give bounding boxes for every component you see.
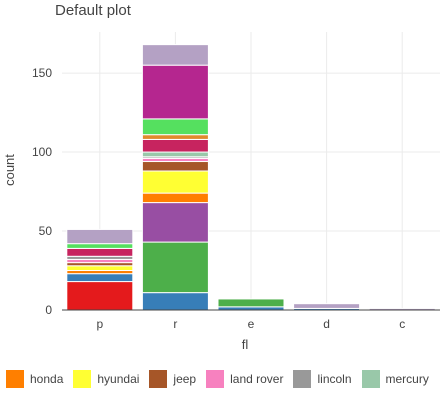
legend-label: mercury: [385, 372, 429, 386]
bar-segment-r-volkswagen[interactable]: [141, 44, 209, 66]
legend-label: jeep: [173, 372, 197, 386]
bar-segment-d-volkswagen[interactable]: [293, 303, 361, 309]
y-tick-label: 100: [32, 145, 52, 159]
bar-segment-p-audi[interactable]: [66, 281, 134, 311]
x-tick-label: c: [399, 317, 405, 331]
legend-item-land-rover[interactable]: land rover: [206, 364, 283, 394]
y-tick-label: 50: [39, 224, 53, 238]
bar-segment-r-subaru[interactable]: [141, 118, 209, 136]
legend-label: lincoln: [317, 372, 352, 386]
legend-item-lincoln[interactable]: lincoln: [293, 364, 352, 394]
legend-label: land rover: [230, 372, 284, 386]
bar-segment-r-toyota[interactable]: [141, 64, 209, 120]
x-tick-label: p: [96, 317, 103, 331]
y-axis-label: count: [2, 154, 17, 186]
bar-segment-r-mercury[interactable]: [141, 151, 209, 158]
legend-swatch: [73, 370, 92, 388]
bars-layer: [62, 44, 440, 311]
bar-segment-r-ford[interactable]: [141, 202, 209, 243]
legend-label: hyundai: [97, 372, 140, 386]
bar-segment-p-hyundai[interactable]: [66, 265, 134, 272]
legend-item-jeep[interactable]: jeep: [149, 364, 196, 394]
bar-segment-e-dodge[interactable]: [217, 298, 285, 308]
bar-segment-r-nissan[interactable]: [141, 138, 209, 153]
x-tick-label: d: [323, 317, 330, 331]
legend: honda hyundai jeep land rover lincoln mercury: [0, 364, 448, 394]
legend-label: honda: [30, 372, 64, 386]
chart-title: Default plot: [55, 2, 132, 19]
bar-segment-p-nissan[interactable]: [66, 247, 134, 257]
legend-item-mercury[interactable]: mercury: [361, 364, 429, 394]
y-tick-labels: 0 50 100 150: [32, 66, 52, 317]
bar-segment-p-subaru[interactable]: [66, 243, 134, 249]
legend-item-honda[interactable]: honda: [6, 364, 63, 394]
stacked-bar-chart: Default plot p r e d c 0 50 100 150 fl count: [2, 2, 440, 352]
bar-segment-r-dodge[interactable]: [141, 241, 209, 294]
legend-item-hyundai[interactable]: hyundai: [73, 364, 139, 394]
y-tick-label: 150: [32, 66, 52, 80]
x-tick-label: r: [173, 317, 177, 331]
bar-segment-r-jeep[interactable]: [141, 161, 209, 172]
bar-segment-p-chevrolet[interactable]: [66, 273, 134, 283]
legend-swatch: [206, 370, 225, 388]
legend-swatch: [6, 370, 24, 388]
bar-segment-r-pontiac[interactable]: [141, 134, 209, 140]
x-tick-label: e: [248, 317, 255, 331]
legend-swatch: [293, 370, 312, 388]
legend-swatch: [361, 370, 380, 388]
y-tick-label: 0: [45, 303, 52, 317]
bar-segment-r-honda[interactable]: [141, 192, 209, 204]
bar-segment-p-volkswagen[interactable]: [66, 228, 134, 245]
x-axis-label: fl: [242, 337, 249, 352]
legend-swatch: [149, 370, 168, 388]
bar-segment-r-chevrolet[interactable]: [141, 292, 209, 311]
bar-segment-r-hyundai[interactable]: [141, 170, 209, 194]
